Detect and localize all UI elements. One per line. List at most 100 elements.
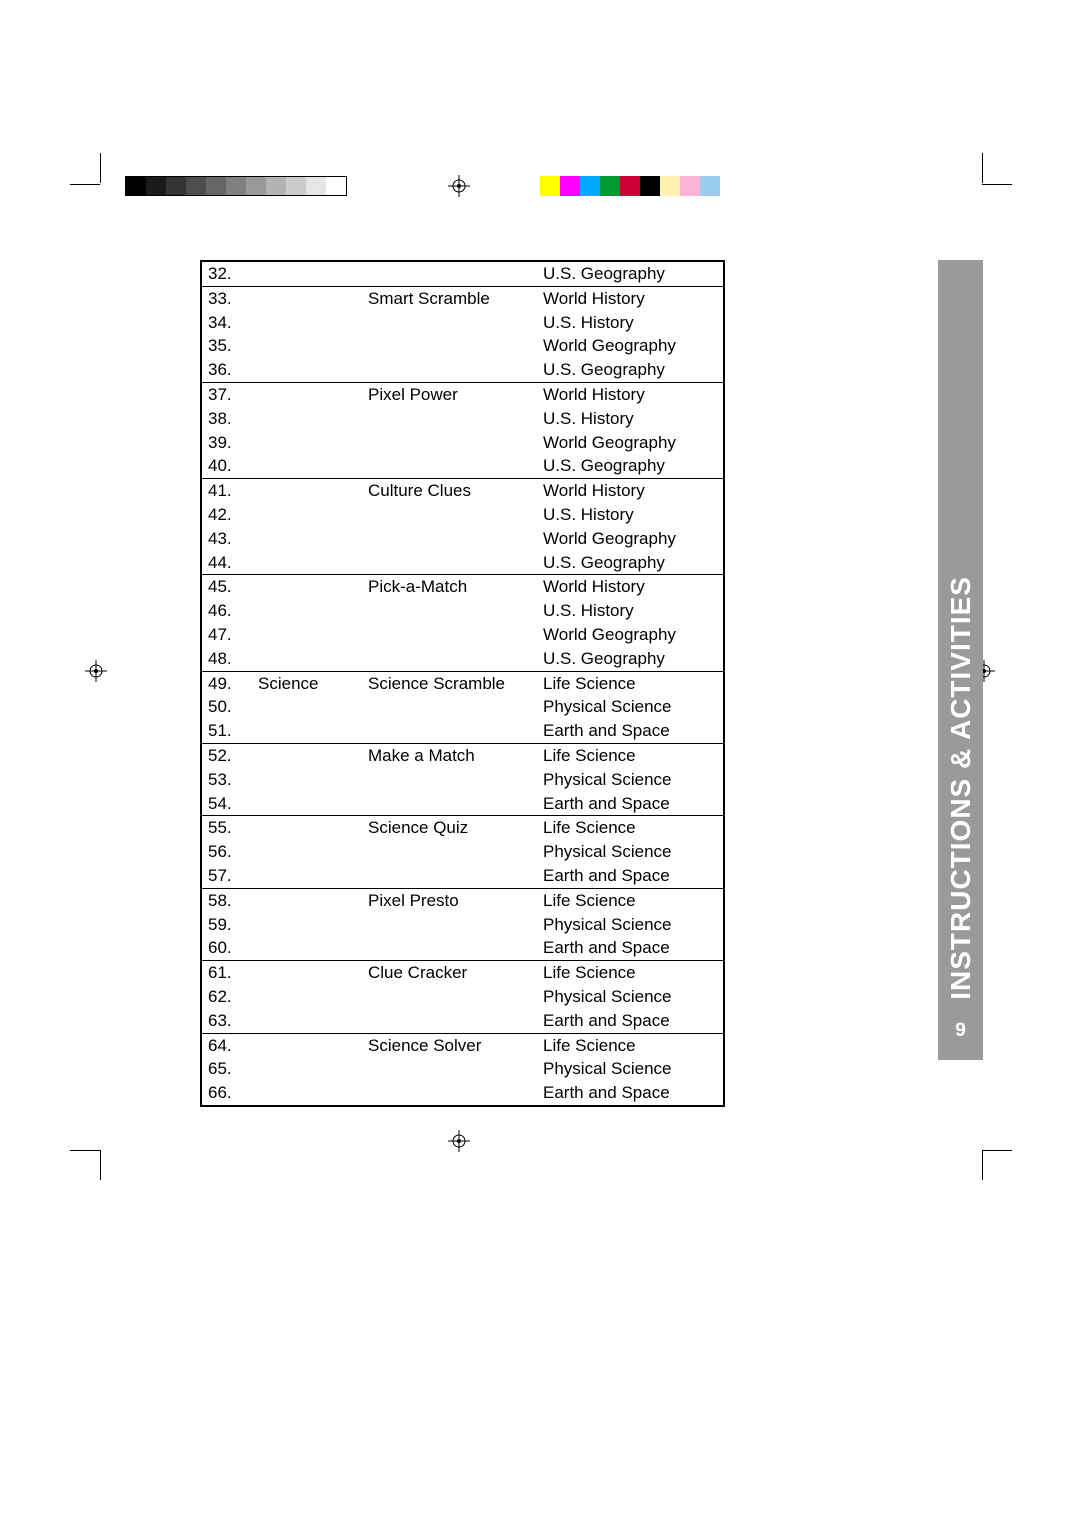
row-activity: Pixel Presto bbox=[368, 889, 543, 913]
row-category bbox=[258, 695, 368, 719]
row-topic: Earth and Space bbox=[543, 1009, 717, 1033]
table-row: 42. U.S. History bbox=[202, 503, 723, 527]
row-topic: Earth and Space bbox=[543, 792, 717, 816]
row-topic: U.S. Geography bbox=[543, 358, 717, 382]
row-activity bbox=[368, 792, 543, 816]
table-row: 64.Science SolverLife Science bbox=[202, 1033, 723, 1058]
row-number: 33. bbox=[208, 287, 258, 311]
swatch bbox=[146, 177, 166, 195]
row-activity bbox=[368, 719, 543, 743]
row-category bbox=[258, 744, 368, 768]
swatch bbox=[540, 176, 560, 196]
row-number: 50. bbox=[208, 695, 258, 719]
row-number: 34. bbox=[208, 311, 258, 335]
swatch bbox=[660, 176, 680, 196]
row-topic: U.S. History bbox=[543, 503, 717, 527]
crop-mark bbox=[982, 184, 1012, 185]
table-row: 66.Earth and Space bbox=[202, 1081, 723, 1105]
row-category bbox=[258, 575, 368, 599]
row-category bbox=[258, 768, 368, 792]
row-activity: Science Quiz bbox=[368, 816, 543, 840]
row-activity bbox=[368, 262, 543, 286]
row-topic: Earth and Space bbox=[543, 936, 717, 960]
row-activity bbox=[368, 840, 543, 864]
swatch bbox=[620, 176, 640, 196]
swatch bbox=[326, 177, 346, 195]
row-topic: Physical Science bbox=[543, 840, 717, 864]
row-topic: World History bbox=[543, 287, 717, 311]
row-topic: Physical Science bbox=[543, 1057, 717, 1081]
row-number: 53. bbox=[208, 768, 258, 792]
row-category bbox=[258, 936, 368, 960]
table-row: 47.World Geography bbox=[202, 623, 723, 647]
table-row: 40.U.S. Geography bbox=[202, 454, 723, 478]
row-category bbox=[258, 454, 368, 478]
row-activity bbox=[368, 1009, 543, 1033]
row-number: 54. bbox=[208, 792, 258, 816]
row-number: 56. bbox=[208, 840, 258, 864]
page-number: 9 bbox=[955, 1020, 966, 1042]
table-row: 63. Earth and Space bbox=[202, 1009, 723, 1033]
row-category bbox=[258, 1057, 368, 1081]
row-topic: World History bbox=[543, 479, 717, 503]
table-row: 41.Culture CluesWorld History bbox=[202, 478, 723, 503]
swatch bbox=[126, 177, 146, 195]
swatch bbox=[286, 177, 306, 195]
table-row: 51.Earth and Space bbox=[202, 719, 723, 743]
row-number: 60. bbox=[208, 936, 258, 960]
row-activity: Pick-a-Match bbox=[368, 575, 543, 599]
row-topic: U.S. Geography bbox=[543, 454, 717, 478]
table-row: 32.U.S. Geography bbox=[202, 262, 723, 286]
table-row: 38.U.S. History bbox=[202, 407, 723, 431]
row-activity bbox=[368, 864, 543, 888]
row-activity bbox=[368, 647, 543, 671]
row-number: 37. bbox=[208, 383, 258, 407]
table-row: 54. Earth and Space bbox=[202, 792, 723, 816]
row-number: 32. bbox=[208, 262, 258, 286]
row-activity: Culture Clues bbox=[368, 479, 543, 503]
table-row: 34. U.S. History bbox=[202, 311, 723, 335]
row-category bbox=[258, 431, 368, 455]
row-category bbox=[258, 792, 368, 816]
row-category bbox=[258, 864, 368, 888]
row-activity: Science Solver bbox=[368, 1034, 543, 1058]
swatch bbox=[680, 176, 700, 196]
row-category bbox=[258, 599, 368, 623]
row-activity bbox=[368, 936, 543, 960]
row-topic: Physical Science bbox=[543, 913, 717, 937]
row-category bbox=[258, 479, 368, 503]
row-activity bbox=[368, 311, 543, 335]
row-topic: World History bbox=[543, 575, 717, 599]
row-category bbox=[258, 647, 368, 671]
row-category bbox=[258, 816, 368, 840]
row-category bbox=[258, 1009, 368, 1033]
row-topic: Earth and Space bbox=[543, 1081, 717, 1105]
crop-mark bbox=[982, 1150, 1012, 1151]
table-row: 61.Clue CrackerLife Science bbox=[202, 960, 723, 985]
row-topic: U.S. History bbox=[543, 311, 717, 335]
row-category bbox=[258, 840, 368, 864]
row-category bbox=[258, 1081, 368, 1105]
row-activity: Science Scramble bbox=[368, 672, 543, 696]
row-category bbox=[258, 623, 368, 647]
row-category bbox=[258, 262, 368, 286]
table-row: 48.U.S. Geography bbox=[202, 647, 723, 671]
row-number: 42. bbox=[208, 503, 258, 527]
row-number: 63. bbox=[208, 1009, 258, 1033]
row-category bbox=[258, 407, 368, 431]
row-activity: Pixel Power bbox=[368, 383, 543, 407]
row-category bbox=[258, 913, 368, 937]
swatch bbox=[206, 177, 226, 195]
row-number: 61. bbox=[208, 961, 258, 985]
row-activity bbox=[368, 695, 543, 719]
table-row: 50.Physical Science bbox=[202, 695, 723, 719]
row-topic: Life Science bbox=[543, 744, 717, 768]
row-category bbox=[258, 889, 368, 913]
row-topic: Life Science bbox=[543, 961, 717, 985]
row-activity bbox=[368, 503, 543, 527]
registration-mark-icon bbox=[85, 660, 107, 682]
row-topic: World Geography bbox=[543, 334, 717, 358]
row-topic: Life Science bbox=[543, 816, 717, 840]
row-number: 57. bbox=[208, 864, 258, 888]
row-activity bbox=[368, 768, 543, 792]
